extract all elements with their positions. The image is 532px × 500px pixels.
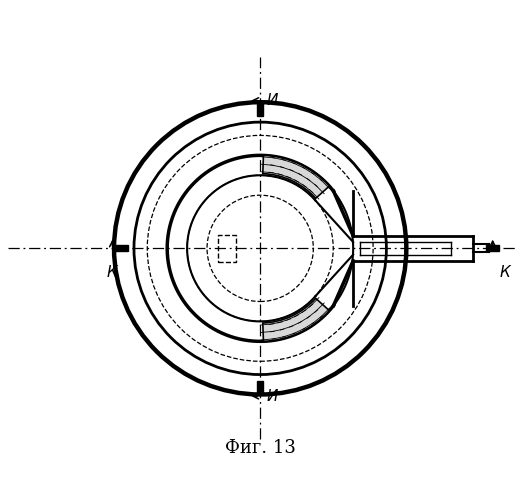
Text: К: К (107, 265, 118, 280)
Bar (486, 246, 499, 252)
Text: И: И (267, 388, 278, 404)
Text: Фиг. 13: Фиг. 13 (225, 440, 296, 458)
Wedge shape (263, 156, 329, 198)
Bar (218, 235, 236, 262)
Wedge shape (263, 298, 329, 342)
Bar (257, 380, 263, 394)
Bar (115, 246, 128, 252)
Bar (257, 104, 263, 116)
Text: И: И (267, 93, 278, 108)
Text: К: К (500, 265, 510, 280)
